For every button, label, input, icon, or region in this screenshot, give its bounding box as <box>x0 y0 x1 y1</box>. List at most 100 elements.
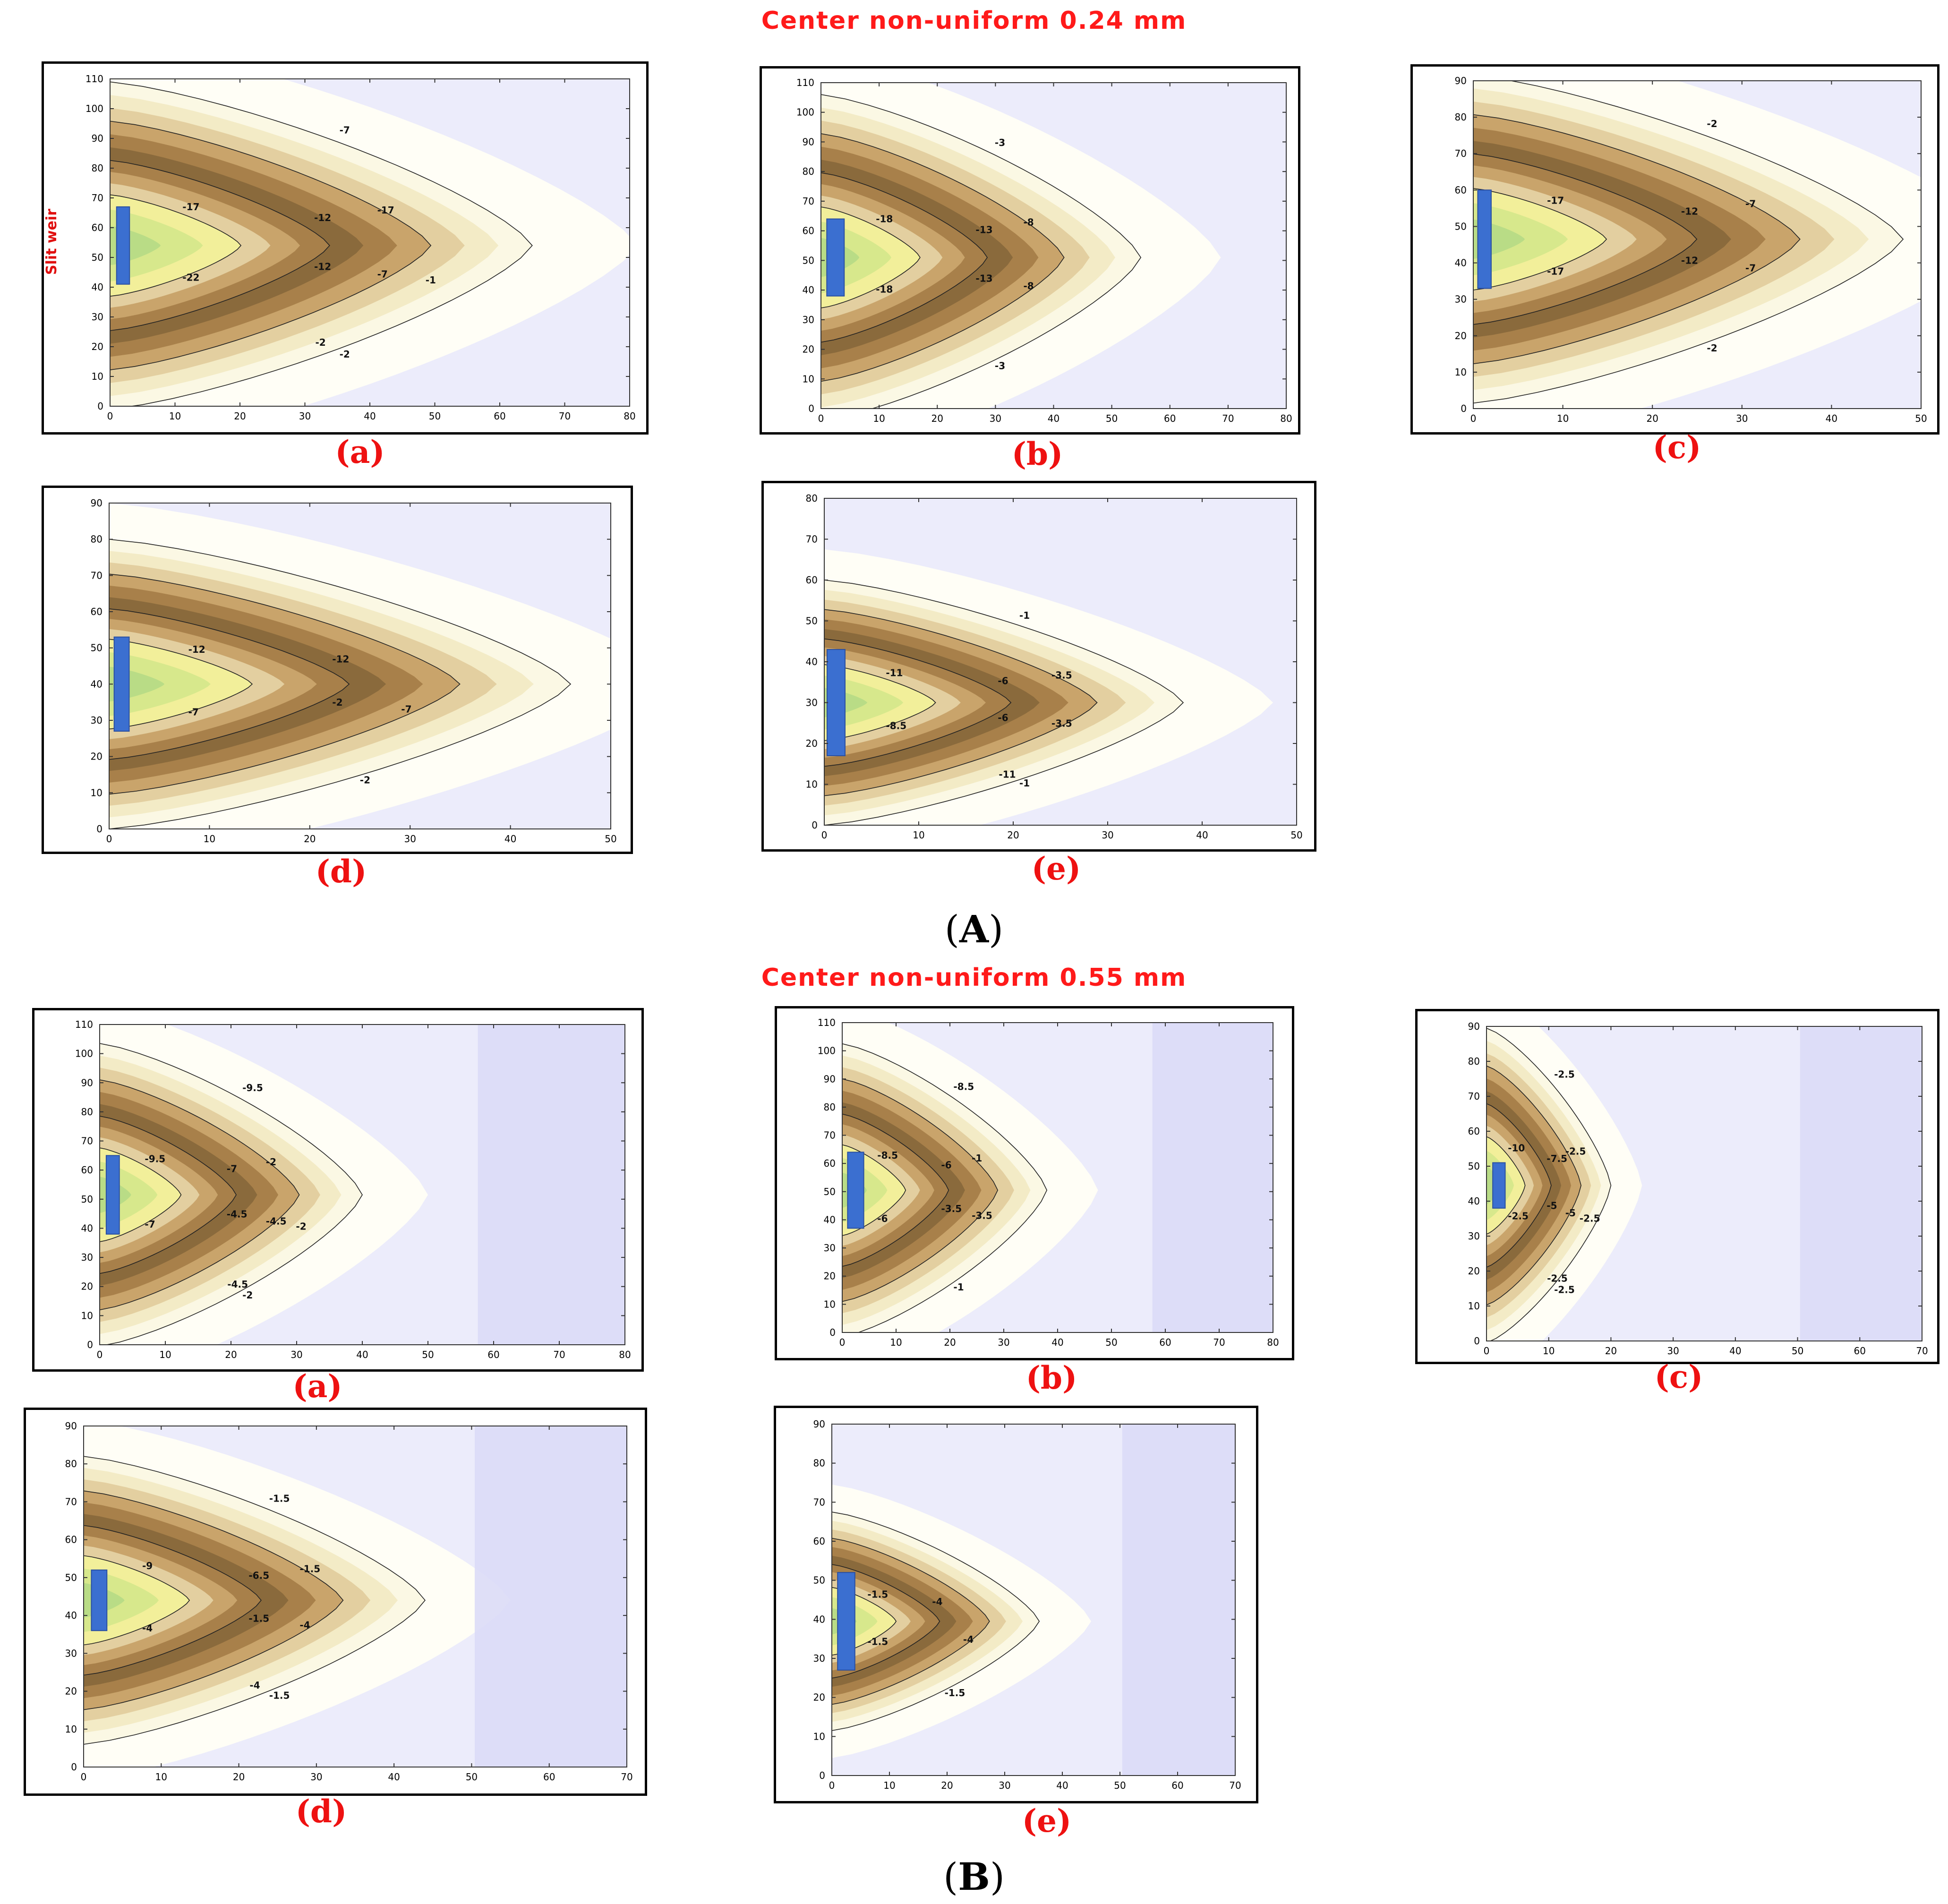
x-tick-label: 20 <box>944 1337 956 1348</box>
contour-label: -6 <box>998 712 1008 723</box>
x-tick-label: 30 <box>310 1771 322 1783</box>
y-tick-label: 20 <box>91 751 103 762</box>
x-tick-label: 40 <box>388 1771 400 1783</box>
x-tick-label: 20 <box>1605 1345 1617 1357</box>
contour-label: -1.5 <box>269 1690 290 1701</box>
y-tick-label: 30 <box>1455 294 1467 305</box>
y-tick-label: 80 <box>1468 1056 1480 1067</box>
contour-label: -12 <box>314 212 331 223</box>
x-tick-label: 10 <box>159 1349 171 1360</box>
contour-label: -3.5 <box>1051 717 1072 729</box>
contour-label: -2.5 <box>1547 1273 1568 1284</box>
y-tick-label: 0 <box>812 820 818 831</box>
contour-plot-b-b: -1 -3.5 -6 -8.5 -6 -3.5 -1 -8.5 0 10 20 30 40 50 60 70 8… <box>818 1017 1279 1348</box>
contour-label: -2 <box>316 337 326 348</box>
y-tick-label: 30 <box>803 314 814 325</box>
x-tick-label: 50 <box>1915 413 1927 424</box>
contour-plot-a-c: -2 -7 -12 -17 -17 -12 -7 -2 0 10 20 30 40 50 0 10 20 30 40… <box>1455 75 1927 424</box>
contour-label: -3.5 <box>1051 670 1072 681</box>
panel-a-a: -2 -7 -12 -17 -22 -12 -17 -7 -2 -1 0 10 20 30 40 50 60 70… <box>42 61 649 435</box>
contour-label: -12 <box>314 261 331 273</box>
x-tick-label: 50 <box>605 833 616 845</box>
x-tick-label: 60 <box>1854 1345 1866 1357</box>
y-tick-label: 90 <box>824 1073 836 1084</box>
flat-bed-region <box>1800 1026 1922 1341</box>
x-tick-label: 60 <box>1164 413 1176 424</box>
x-tick-label: 0 <box>107 410 113 422</box>
contour-label: -11 <box>999 769 1016 780</box>
contour-label: -6 <box>877 1213 888 1224</box>
contour-fill-group <box>1487 1026 1922 1341</box>
y-tick-label: 10 <box>91 787 103 798</box>
section-title-b: Center non-uniform 0.55 mm <box>761 964 1187 992</box>
y-tick-label: 60 <box>92 222 103 233</box>
contour-fill-group <box>821 83 1286 409</box>
x-tick-label: 0 <box>1484 1345 1490 1357</box>
contour-plot-b-d: -1.5 -4 -6.5 -9 -4 -1.5 -1.5 -1.5 -4 0 10 20 30 40 50 6… <box>65 1420 633 1783</box>
y-tick-label: 40 <box>81 1222 93 1234</box>
x-tick-label: 30 <box>1102 829 1113 841</box>
y-tick-label: 40 <box>803 284 814 296</box>
y-tick-label: 20 <box>824 1271 836 1282</box>
y-tick-label: 110 <box>85 73 103 85</box>
x-tick-label: 10 <box>913 829 924 841</box>
section-title-a: Center non-uniform 0.24 mm <box>761 7 1187 35</box>
y-tick-label: 70 <box>92 192 103 204</box>
x-tick-label: 0 <box>839 1337 846 1348</box>
y-tick-label: 50 <box>65 1572 77 1583</box>
contour-label: -8.5 <box>877 1150 898 1161</box>
x-tick-label: 70 <box>1229 1780 1241 1791</box>
x-tick-label: 50 <box>1105 1337 1117 1348</box>
slit-weir <box>1492 1162 1506 1209</box>
panel-label-b-b: (b) <box>1025 1359 1077 1396</box>
y-tick-label: 70 <box>91 570 103 581</box>
contour-label: -2.5 <box>1565 1146 1586 1157</box>
y-tick-label: 80 <box>813 1458 825 1469</box>
x-tick-label: 80 <box>1280 413 1292 424</box>
panel-label-b-d: (d) <box>295 1793 347 1830</box>
x-tick-label: 50 <box>1290 829 1302 841</box>
contour-label: -1.5 <box>945 1687 965 1699</box>
y-tick-label: 70 <box>1468 1091 1480 1102</box>
y-tick-label: 10 <box>803 373 814 384</box>
contour-label: -6 <box>998 675 1008 687</box>
x-tick-label: 40 <box>1196 829 1208 841</box>
y-tick-label: 90 <box>81 1077 93 1088</box>
x-tick-label: 30 <box>999 1780 1010 1791</box>
x-tick-label: 0 <box>81 1771 87 1783</box>
y-tick-label: 0 <box>829 1327 836 1338</box>
x-tick-label: 10 <box>890 1337 902 1348</box>
plot-frame <box>83 1426 627 1767</box>
x-tick-label: 10 <box>1557 413 1569 424</box>
panel-a-b: -3 -8 -13 -18 -18 -13 -8 -3 0 10 20 30 40 50 60 70 80 0 10… <box>760 66 1300 435</box>
y-tick-label: 0 <box>1461 403 1467 414</box>
y-tick-label: 80 <box>806 493 818 504</box>
x-tick-label: 10 <box>204 833 215 845</box>
contour-label: -12 <box>1681 206 1698 217</box>
contour-label: -7 <box>340 125 350 136</box>
contour-label: -1 <box>1019 610 1030 621</box>
y-tick-label: 0 <box>808 403 814 414</box>
contour-label: -4 <box>142 1622 153 1634</box>
y-tick-label: 50 <box>806 615 818 627</box>
y-tick-label: 10 <box>1455 367 1467 378</box>
x-tick-label: 0 <box>106 833 112 845</box>
y-tick-label: 70 <box>1455 148 1467 159</box>
y-tick-label: 30 <box>824 1242 836 1254</box>
x-tick-label: 40 <box>504 833 516 845</box>
y-tick-label: 80 <box>65 1458 77 1469</box>
contour-plot-a-a: -2 -7 -12 -17 -22 -12 -17 -7 -2 -1 0 10 20 30 40 50 60 70… <box>85 73 636 422</box>
contour-label: -2.5 <box>1508 1211 1529 1222</box>
panel-label-b-a: (a) <box>292 1368 342 1405</box>
contour-label: -1 <box>1019 777 1030 789</box>
contour-label: -7 <box>1745 198 1756 210</box>
slit-weir <box>837 1572 855 1671</box>
y-tick-label: 60 <box>824 1158 836 1169</box>
y-tick-label: 40 <box>92 282 103 293</box>
y-tick-label: 50 <box>824 1186 836 1197</box>
x-tick-label: 40 <box>1826 413 1837 424</box>
section-mark-a: (A) <box>944 907 1004 951</box>
y-tick-label: 10 <box>81 1310 93 1321</box>
x-tick-label: 20 <box>233 1771 245 1783</box>
x-tick-label: 50 <box>1792 1345 1803 1357</box>
